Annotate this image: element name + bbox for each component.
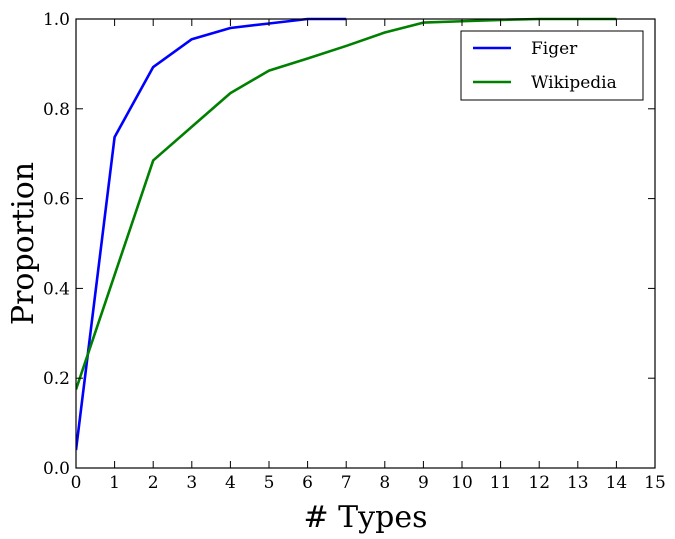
axis-ticks: 0 1 2 3 4 5 6 7 8 9 10 11 12 13 14 150.00.20.40.60.81.0	[43, 10, 666, 493]
y-tick-label: 0.6	[43, 190, 70, 210]
y-tick-label: 0.8	[43, 100, 70, 120]
x-tick-label: 9	[418, 473, 429, 493]
x-tick-label: 14	[606, 473, 628, 493]
x-tick-label: 5	[264, 473, 275, 493]
legend-label-wikipedia: Wikipedia	[531, 73, 617, 93]
y-tick-label: 0.2	[43, 369, 70, 389]
legend: Figer Wikipedia	[460, 30, 644, 101]
x-tick-label: 0	[71, 473, 82, 493]
x-tick-label: 4	[225, 473, 236, 493]
axes-frame	[75, 18, 656, 469]
legend-label-figer: Figer	[531, 39, 578, 59]
x-tick-label: 7	[341, 473, 352, 493]
x-tick-label: 11	[490, 473, 512, 493]
x-tick-label: 1	[109, 473, 120, 493]
y-tick-label: 0.4	[43, 279, 70, 299]
x-tick-label: 6	[302, 473, 313, 493]
x-tick-label: 10	[451, 473, 473, 493]
x-tick-label: 8	[379, 473, 390, 493]
x-axis-label: # Types	[304, 500, 428, 535]
y-tick-label: 0.0	[43, 459, 70, 479]
x-tick-label: 2	[148, 473, 159, 493]
y-axis-label: Proportion	[6, 162, 41, 325]
x-tick-label: 15	[644, 473, 666, 493]
series-line-figer	[76, 17, 347, 451]
x-tick-label: 12	[528, 473, 550, 493]
x-tick-label: 3	[186, 473, 197, 493]
x-tick-label: 13	[567, 473, 589, 493]
y-tick-label: 1.0	[43, 10, 70, 30]
legend-box	[460, 30, 644, 101]
